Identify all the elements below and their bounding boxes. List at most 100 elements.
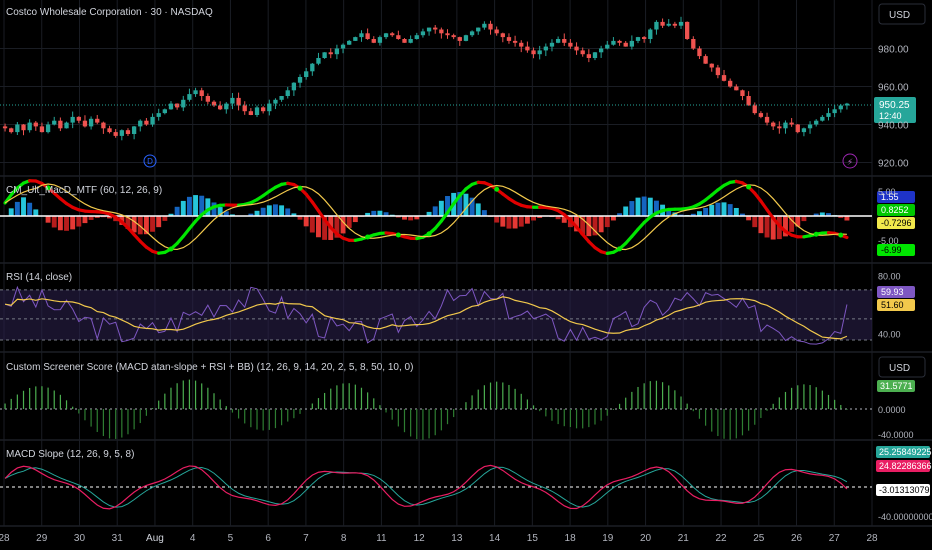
candle-body[interactable] xyxy=(340,44,346,49)
screener-pane[interactable]: 31.5771 xyxy=(0,379,915,440)
candle-body[interactable] xyxy=(795,124,800,133)
candle-body[interactable] xyxy=(138,120,143,127)
candle-body[interactable] xyxy=(304,71,309,77)
candle-body[interactable] xyxy=(267,103,272,112)
candle-body[interactable] xyxy=(598,48,604,53)
candle-body[interactable] xyxy=(144,120,149,125)
candle-body[interactable] xyxy=(789,122,794,125)
candle-body[interactable] xyxy=(728,80,733,87)
candle-body[interactable] xyxy=(574,46,579,51)
candle-body[interactable] xyxy=(322,52,327,58)
candle-body[interactable] xyxy=(678,21,684,26)
candle-body[interactable] xyxy=(623,42,628,47)
candle-body[interactable] xyxy=(648,29,653,40)
currency-button-top[interactable]: USD xyxy=(878,3,926,25)
candle-body[interactable] xyxy=(654,21,659,30)
candle-body[interactable] xyxy=(734,86,739,91)
candle-body[interactable] xyxy=(21,124,26,131)
candle-body[interactable] xyxy=(482,23,487,28)
candle-body[interactable] xyxy=(27,122,32,131)
currency-button-screener[interactable]: USD xyxy=(878,356,926,378)
candle-body[interactable] xyxy=(230,97,235,104)
candle-body[interactable] xyxy=(316,58,321,64)
candle-body[interactable] xyxy=(592,52,598,58)
candle-body[interactable] xyxy=(586,54,591,58)
candle-body[interactable] xyxy=(580,50,585,55)
candle-body[interactable] xyxy=(740,90,745,96)
candle-body[interactable] xyxy=(543,46,548,51)
candle-body[interactable] xyxy=(697,48,702,57)
candle-body[interactable] xyxy=(488,23,493,30)
candle-body[interactable] xyxy=(506,37,512,41)
candle-body[interactable] xyxy=(334,48,340,55)
candle-body[interactable] xyxy=(2,126,8,129)
candle-body[interactable] xyxy=(826,113,831,117)
candle-body[interactable] xyxy=(494,29,499,34)
candle-body[interactable] xyxy=(549,42,555,47)
candle-body[interactable] xyxy=(211,101,217,106)
candle-body[interactable] xyxy=(113,132,118,136)
candle-body[interactable] xyxy=(721,75,727,81)
candle-body[interactable] xyxy=(764,116,770,123)
candle-body[interactable] xyxy=(254,107,260,115)
candle-body[interactable] xyxy=(666,23,671,26)
candle-body[interactable] xyxy=(641,37,647,39)
macd-slope-pane[interactable]: 25.25849225 24.82286366 -3.01313079 xyxy=(0,446,932,510)
candle-body[interactable] xyxy=(347,40,352,45)
candle-body[interactable] xyxy=(390,33,395,36)
candle-body[interactable] xyxy=(291,82,297,91)
candle-body[interactable] xyxy=(64,122,69,129)
candle-body[interactable] xyxy=(709,63,714,68)
candle-body[interactable] xyxy=(525,46,530,51)
dividend-marker[interactable] xyxy=(143,154,157,168)
candle-body[interactable] xyxy=(377,37,383,43)
candle-body[interactable] xyxy=(328,52,333,55)
candle-body[interactable] xyxy=(439,29,444,34)
candle-body[interactable] xyxy=(414,35,419,39)
candle-body[interactable] xyxy=(635,37,641,41)
candle-body[interactable] xyxy=(150,116,155,125)
candle-body[interactable] xyxy=(629,40,635,47)
candle-body[interactable] xyxy=(162,109,167,114)
candle-body[interactable] xyxy=(555,39,561,43)
candle-body[interactable] xyxy=(672,23,678,26)
candle-body[interactable] xyxy=(469,31,475,36)
candle-body[interactable] xyxy=(236,97,241,106)
rsi-pane[interactable]: 59.93 51.60 xyxy=(0,285,915,345)
candle-body[interactable] xyxy=(193,90,198,95)
candle-body[interactable] xyxy=(691,39,696,49)
candle-body[interactable] xyxy=(783,122,788,129)
candle-body[interactable] xyxy=(537,50,542,55)
candle-body[interactable] xyxy=(703,56,708,64)
candle-body[interactable] xyxy=(562,39,567,43)
candle-body[interactable] xyxy=(217,105,223,110)
candle-body[interactable] xyxy=(199,90,204,96)
candle-body[interactable] xyxy=(52,120,57,125)
candle-body[interactable] xyxy=(261,107,266,112)
candle-body[interactable] xyxy=(617,40,622,43)
candle-body[interactable] xyxy=(531,50,536,55)
candle-body[interactable] xyxy=(9,128,14,133)
candle-body[interactable] xyxy=(383,33,389,38)
candle-body[interactable] xyxy=(125,130,131,134)
candle-body[interactable] xyxy=(95,118,100,123)
candle-body[interactable] xyxy=(107,128,112,133)
candle-body[interactable] xyxy=(463,35,469,41)
candle-body[interactable] xyxy=(76,116,81,121)
candle-body[interactable] xyxy=(15,124,20,133)
candle-body[interactable] xyxy=(445,33,450,36)
candle-body[interactable] xyxy=(758,113,764,117)
candle-body[interactable] xyxy=(476,27,481,32)
candle-body[interactable] xyxy=(365,33,370,39)
candle-body[interactable] xyxy=(119,130,124,136)
candle-body[interactable] xyxy=(402,39,407,43)
candle-body[interactable] xyxy=(371,39,376,43)
candle-body[interactable] xyxy=(832,109,837,114)
candle-body[interactable] xyxy=(396,35,401,39)
candle-body[interactable] xyxy=(279,96,284,100)
candle-body[interactable] xyxy=(660,21,665,26)
candle-body[interactable] xyxy=(285,90,290,96)
candle-body[interactable] xyxy=(70,116,75,123)
candle-body[interactable] xyxy=(359,33,364,38)
